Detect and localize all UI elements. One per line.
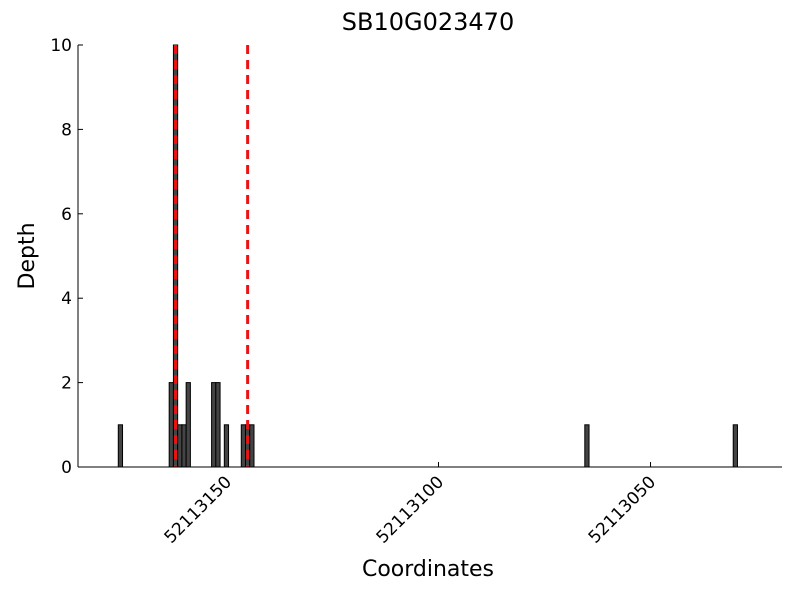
bar <box>215 382 221 468</box>
bar <box>181 424 187 468</box>
y-tick-label: 8 <box>61 120 72 140</box>
bar <box>732 424 738 468</box>
x-tick-label: 52113050 <box>585 472 660 547</box>
y-tick-label: 4 <box>61 289 72 309</box>
bar <box>223 424 230 468</box>
bar <box>240 424 247 468</box>
bar <box>584 424 590 468</box>
y-tick-label: 6 <box>61 205 72 225</box>
x-tick-label: 52113150 <box>161 472 236 547</box>
x-axis-label: Coordinates <box>362 557 494 582</box>
bar <box>168 382 174 468</box>
bar <box>185 382 191 468</box>
bar <box>177 424 183 468</box>
bar <box>117 424 124 468</box>
chart-title: SB10G023470 <box>342 8 514 36</box>
bar <box>245 424 251 468</box>
y-tick-label: 2 <box>61 374 72 394</box>
y-tick-label: 10 <box>50 36 72 56</box>
bar <box>211 382 217 468</box>
bar <box>249 424 255 468</box>
y-tick-label: 0 <box>61 458 72 478</box>
x-tick-label: 52113100 <box>373 472 448 547</box>
y-axis-label: Depth <box>15 222 40 289</box>
